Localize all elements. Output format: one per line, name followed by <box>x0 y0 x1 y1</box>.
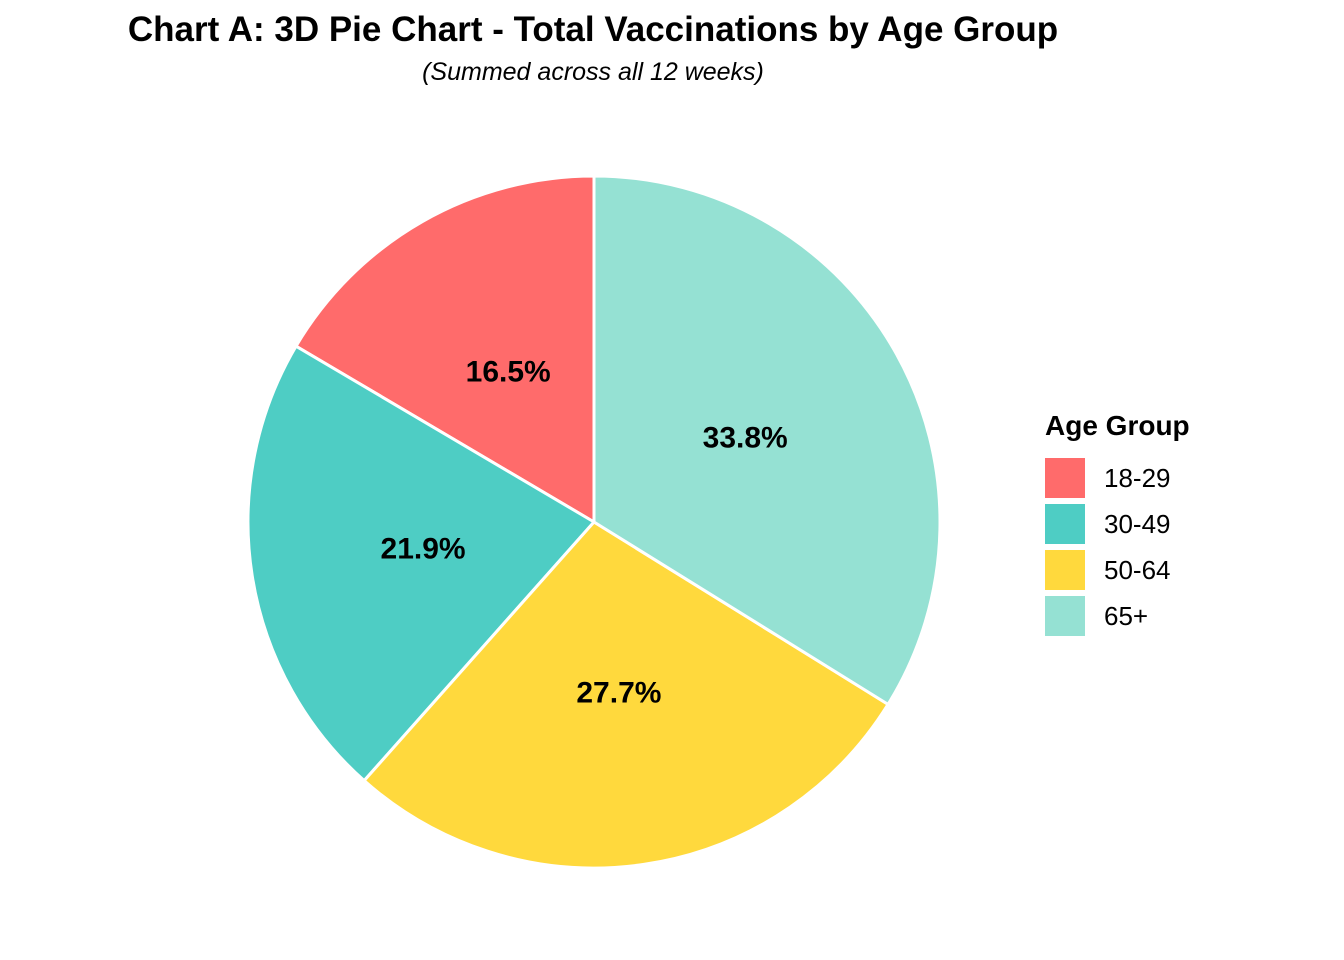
legend-item-18-29: 18-29 <box>1045 458 1190 498</box>
legend-item-50-64: 50-64 <box>1045 550 1190 590</box>
legend-item-label: 18-29 <box>1104 463 1171 493</box>
legend-item-label: 50-64 <box>1104 555 1171 585</box>
slice-label-30-49: 21.9% <box>381 532 466 565</box>
legend-swatch-icon <box>1045 550 1085 590</box>
legend-swatch-icon <box>1045 596 1085 636</box>
legend-item-65+: 65+ <box>1045 596 1190 636</box>
legend-item-30-49: 30-49 <box>1045 504 1190 544</box>
legend-title: Age Group <box>1045 410 1190 441</box>
pie-slice-18-29 <box>294 174 596 524</box>
slice-label-65+: 33.8% <box>703 421 788 454</box>
legend-items: 18-29 30-49 50-64 65+ <box>1045 458 1190 636</box>
legend-swatch-icon <box>1045 458 1085 498</box>
legend-item-label: 65+ <box>1104 601 1149 631</box>
pie-slice-50-64 <box>362 520 890 870</box>
slice-label-18-29: 16.5% <box>466 355 551 388</box>
pie-slice-65+ <box>592 174 942 706</box>
slice-label-50-64: 27.7% <box>576 677 661 710</box>
legend: Age Group 18-29 30-49 50-64 65+ <box>1045 410 1190 642</box>
chart-subtitle: (Summed across all 12 weeks) <box>422 58 764 86</box>
pie-slice-30-49 <box>246 344 596 783</box>
legend-swatch-icon <box>1045 504 1085 544</box>
legend-item-label: 30-49 <box>1104 509 1171 539</box>
chart-title: Chart A: 3D Pie Chart - Total Vaccinatio… <box>127 10 1059 49</box>
